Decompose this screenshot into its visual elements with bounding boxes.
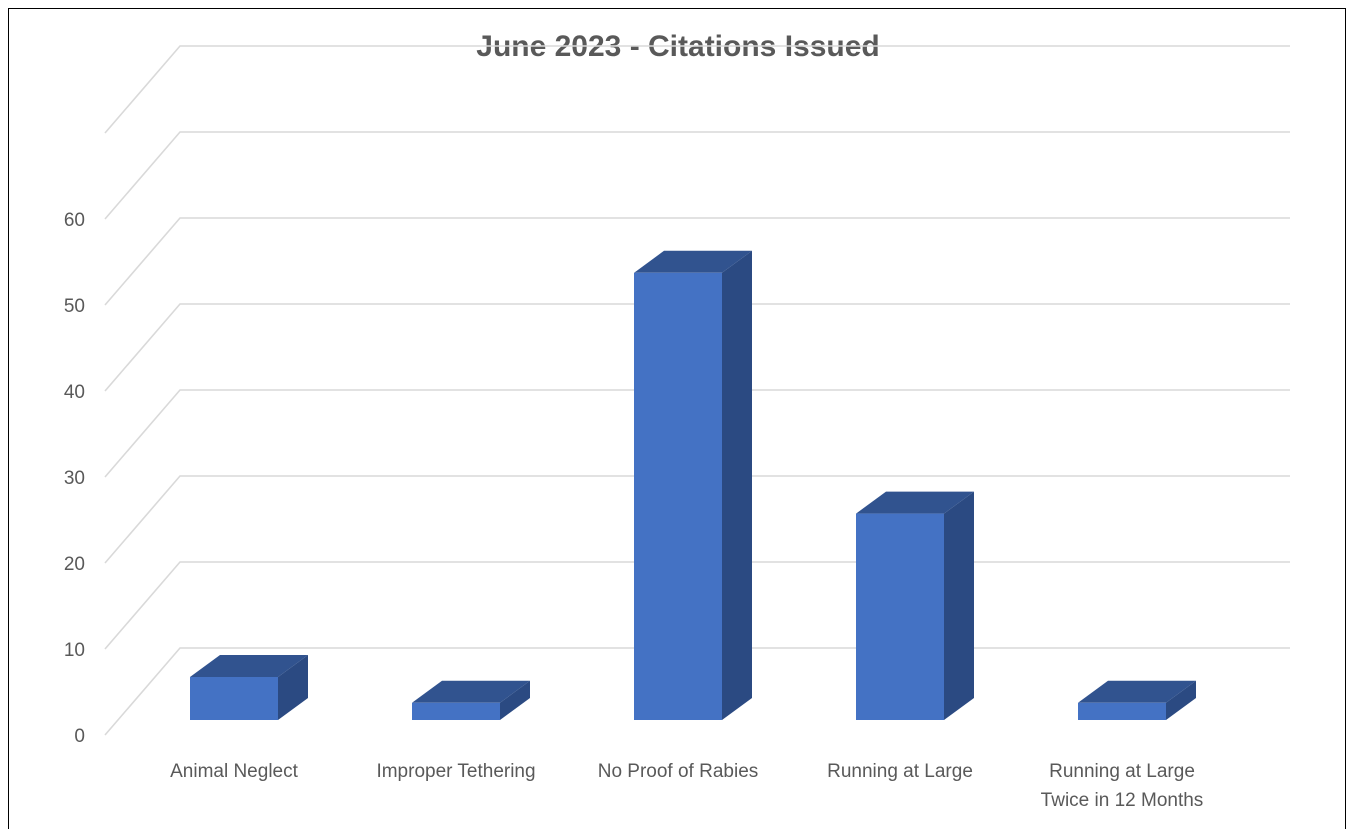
bar-top-4	[1078, 680, 1196, 703]
x-tick-label-4-line-1: Twice in 12 Months	[1041, 790, 1204, 811]
x-tick-label-4-line-0: Running at Large	[1049, 761, 1195, 782]
x-tick-label-0: Animal Neglect	[170, 761, 298, 782]
y-tick-label-0: 0	[74, 726, 85, 747]
bar-front-0	[190, 677, 278, 720]
bar-front-1	[412, 702, 500, 720]
y-tick-label-10: 10	[64, 640, 85, 661]
bar-top-1	[412, 680, 530, 703]
bar-2	[634, 250, 752, 721]
x-tick-label-3: Running at Large	[827, 761, 973, 782]
gridline-50	[104, 217, 1290, 306]
gridline-60	[104, 131, 1290, 220]
x-tick-label-1: Improper Tethering	[376, 761, 535, 782]
y-tick-label-60: 60	[64, 210, 85, 231]
gridline-30	[104, 389, 1290, 478]
bar-side-4	[1166, 680, 1196, 720]
bar-side-1	[500, 680, 530, 720]
bar-side-0	[278, 655, 308, 720]
bar-side-3	[944, 491, 974, 720]
gridline-20	[104, 475, 1290, 564]
bar-front-3	[856, 513, 944, 720]
gridline-40	[104, 303, 1290, 392]
y-tick-label-40: 40	[64, 382, 85, 403]
bar-1	[412, 680, 530, 720]
bar-top-3	[856, 491, 974, 514]
bar-front-2	[634, 272, 722, 720]
gridline-70	[104, 45, 1290, 134]
bar-4	[1078, 680, 1196, 720]
bar-3	[856, 491, 974, 720]
bar-top-2	[634, 250, 752, 273]
y-tick-label-20: 20	[64, 554, 85, 575]
bar-side-2	[722, 250, 752, 721]
x-tick-label-2: No Proof of Rabies	[598, 761, 759, 782]
bar-top-0	[190, 655, 308, 677]
y-tick-label-30: 30	[64, 468, 85, 489]
bar-front-4	[1078, 702, 1166, 720]
bar-0	[190, 655, 308, 720]
y-tick-label-50: 50	[64, 296, 85, 317]
